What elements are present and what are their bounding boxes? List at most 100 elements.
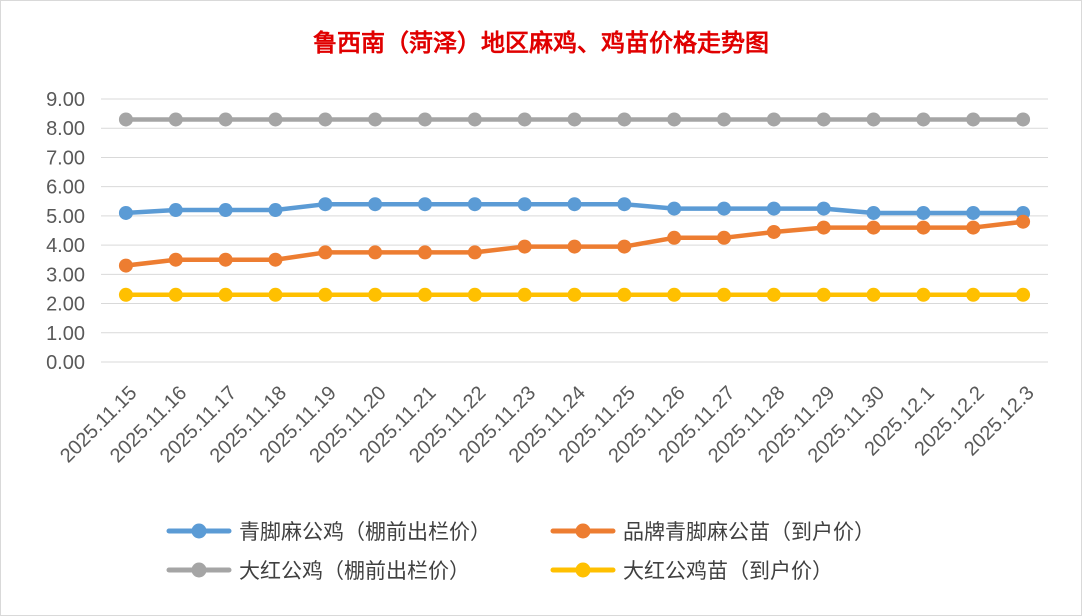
- legend-label: 青脚麻公鸡（棚前出栏价）: [239, 520, 491, 544]
- data-point: [966, 220, 981, 235]
- data-point: [118, 205, 133, 220]
- data-point: [617, 112, 632, 127]
- data-point: [1016, 112, 1031, 127]
- data-point: [766, 287, 781, 302]
- data-point: [467, 287, 482, 302]
- legend-item: 青脚麻公鸡（棚前出栏价）: [166, 520, 491, 544]
- data-point: [268, 287, 283, 302]
- data-point: [118, 258, 133, 273]
- data-point: [517, 197, 532, 212]
- data-point: [218, 112, 233, 127]
- data-point: [916, 205, 931, 220]
- chart-title: 鲁西南（菏泽）地区麻鸡、鸡苗价格走势图: [313, 28, 769, 57]
- data-point: [617, 287, 632, 302]
- data-point: [168, 252, 183, 267]
- legend-label: 大红公鸡苗（到户价）: [623, 559, 833, 583]
- series-1: [118, 197, 1031, 220]
- data-point: [667, 230, 682, 245]
- data-point: [1016, 214, 1031, 229]
- series-4: [118, 287, 1031, 302]
- data-point: [766, 201, 781, 216]
- legend-label: 大红公鸡（棚前出栏价）: [239, 559, 470, 583]
- data-point: [766, 112, 781, 127]
- data-point: [617, 239, 632, 254]
- data-point: [467, 112, 482, 127]
- data-point: [916, 220, 931, 235]
- data-point: [218, 287, 233, 302]
- legend-swatch-marker: [575, 562, 591, 578]
- data-point: [268, 252, 283, 267]
- legend-label: 品牌青脚麻公苗（到户价）: [623, 520, 875, 544]
- series-2: [118, 214, 1031, 273]
- data-point: [866, 220, 881, 235]
- data-point: [467, 197, 482, 212]
- data-point: [517, 287, 532, 302]
- data-point: [816, 112, 831, 127]
- data-point: [417, 245, 432, 260]
- legend-swatch-marker: [191, 562, 207, 578]
- data-point: [816, 201, 831, 216]
- series-3: [118, 112, 1031, 127]
- y-tick-label: 9.00: [46, 89, 85, 111]
- data-point: [318, 197, 333, 212]
- x-axis: 2025.11.152025.11.162025.11.172025.11.18…: [56, 382, 1038, 467]
- data-point: [916, 287, 931, 302]
- data-point: [866, 287, 881, 302]
- data-point: [667, 287, 682, 302]
- data-point: [567, 239, 582, 254]
- data-point: [816, 287, 831, 302]
- legend-swatch-marker: [575, 523, 591, 539]
- data-point: [1016, 287, 1031, 302]
- data-point: [567, 287, 582, 302]
- data-point: [667, 112, 682, 127]
- data-point: [717, 287, 732, 302]
- data-point: [118, 287, 133, 302]
- data-point: [218, 252, 233, 267]
- data-point: [368, 197, 383, 212]
- data-point: [567, 197, 582, 212]
- data-point: [417, 197, 432, 212]
- data-point: [268, 203, 283, 218]
- data-point: [218, 203, 233, 218]
- y-tick-label: 7.00: [46, 147, 85, 169]
- data-point: [966, 287, 981, 302]
- data-point: [168, 287, 183, 302]
- y-tick-label: 0.00: [46, 352, 85, 374]
- data-point: [966, 112, 981, 127]
- grid-layer: [101, 98, 1048, 363]
- y-tick-label: 6.00: [46, 177, 85, 199]
- data-point: [966, 205, 981, 220]
- data-point: [318, 112, 333, 127]
- legend-swatch-marker: [191, 523, 207, 539]
- data-point: [368, 287, 383, 302]
- data-point: [517, 112, 532, 127]
- legend: 青脚麻公鸡（棚前出栏价） 品牌青脚麻公苗（到户价） 大红公鸡（棚前出栏价） 大红公鸡苗…: [166, 520, 875, 583]
- data-point: [517, 239, 532, 254]
- data-point: [368, 112, 383, 127]
- data-point: [417, 287, 432, 302]
- legend-item: 大红公鸡苗（到户价）: [550, 559, 833, 583]
- data-point: [667, 201, 682, 216]
- data-point: [866, 112, 881, 127]
- data-point: [816, 220, 831, 235]
- data-point: [717, 112, 732, 127]
- legend-item: 大红公鸡（棚前出栏价）: [166, 559, 470, 583]
- data-point: [268, 112, 283, 127]
- legend-item: 品牌青脚麻公苗（到户价）: [550, 520, 875, 544]
- y-axis: 0.00 1.00 2.00 3.00 4.00 5.00 6.00 7.00 8.00 9.00: [46, 89, 85, 374]
- series-layer: [118, 112, 1031, 302]
- data-point: [368, 245, 383, 260]
- data-point: [168, 112, 183, 127]
- data-point: [916, 112, 931, 127]
- data-point: [318, 287, 333, 302]
- data-point: [617, 197, 632, 212]
- data-point: [866, 205, 881, 220]
- y-tick-label: 2.00: [46, 294, 85, 316]
- data-point: [717, 201, 732, 216]
- data-point: [717, 230, 732, 245]
- data-point: [318, 245, 333, 260]
- y-tick-label: 4.00: [46, 235, 85, 257]
- data-point: [567, 112, 582, 127]
